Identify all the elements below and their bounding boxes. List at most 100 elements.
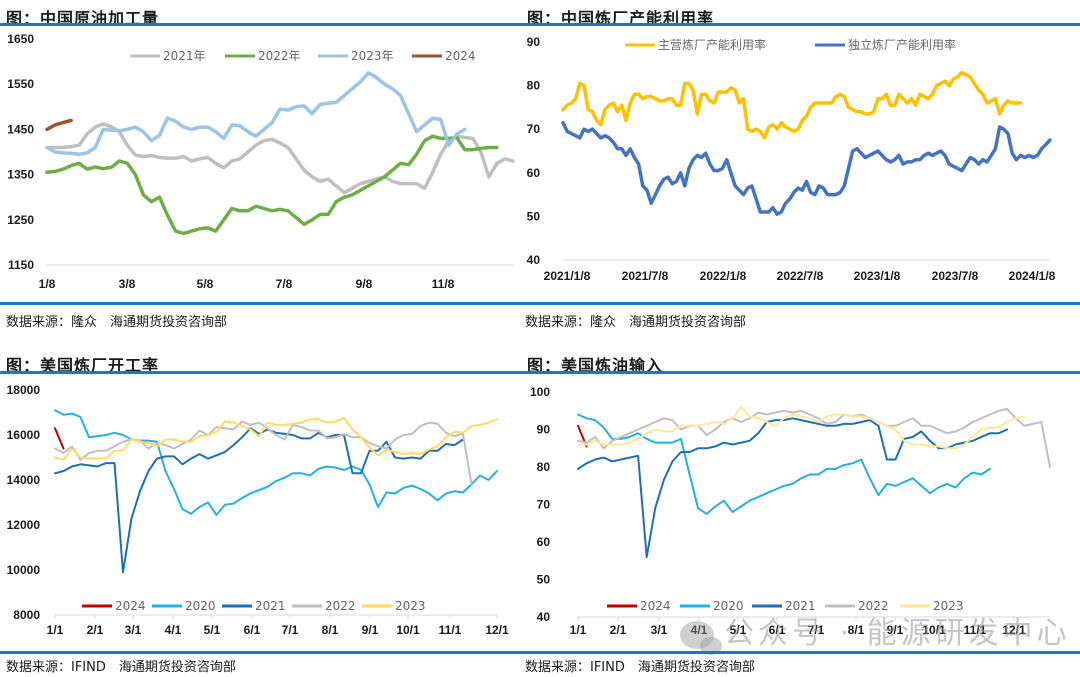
x-tick-label: 6/1 — [244, 623, 261, 637]
y-tick-label: 18000 — [7, 383, 41, 397]
legend-label: 2024 — [640, 599, 671, 613]
x-tick-label: 7/1 — [282, 623, 299, 637]
x-tick-label: 9/1 — [887, 623, 904, 637]
x-tick-label: 3/8 — [119, 277, 136, 291]
chart-china-refinery-utilization: 40 50 60 70 80 90 2021/1/8 2021/7/8 2022/1/8 2022… — [527, 35, 1056, 283]
wechat-icon — [680, 620, 722, 655]
x-tick-label: 2021/7/8 — [622, 269, 669, 283]
y-tick-label: 12000 — [7, 518, 41, 532]
x-tick-label: 2021/1/8 — [544, 269, 591, 283]
legend-label: 2024 — [115, 599, 146, 613]
x-tick-label: 9/1 — [362, 623, 379, 637]
chart-china-crude-runs: 1150 1250 1350 1450 1550 1650 1/8 3/8 5/8 7/8 9/8 1… — [7, 32, 515, 291]
y-tick-label: 1150 — [8, 258, 34, 272]
y-tick-label: 1450 — [7, 122, 34, 136]
x-tick-label: 9/8 — [356, 277, 373, 291]
chart-us-refinery-input: 40 50 60 70 80 90 100 1/1 2/1 3/1 4/1 5/1 6/1 7/1 8/1 9… — [530, 385, 1051, 637]
series-line-2023 — [45, 71, 467, 157]
y-tick-label: 50 — [527, 209, 541, 223]
x-tick-label: 1/8 — [39, 277, 56, 291]
y-tick-label: 40 — [537, 610, 551, 624]
x-tick-label: 10/1 — [396, 623, 420, 637]
source-note-4: 数据来源：IFIND 海通期货投资咨询部 — [525, 660, 755, 675]
series-line-2021 — [45, 122, 515, 195]
x-tick-label: 7/1 — [808, 623, 825, 637]
legend-label: 2023 — [395, 599, 426, 613]
x-tick-label: 10/1 — [922, 623, 946, 637]
y-tick-label: 1250 — [7, 213, 34, 227]
legend-label: 2021 — [785, 599, 816, 613]
y-tick-label: 100 — [530, 385, 550, 399]
x-tick-label: 5/8 — [197, 277, 214, 291]
legend-label: 2022年 — [258, 49, 301, 63]
legend-label: 主营炼厂产能利用率 — [658, 37, 766, 52]
x-tick-label: 8/1 — [848, 623, 865, 637]
x-tick-label: 4/1 — [691, 623, 708, 637]
x-tick-label: 4/1 — [165, 623, 182, 637]
legend-label: 2023 — [933, 599, 964, 613]
legend-label: 2020 — [185, 599, 216, 613]
series-line-2020 — [54, 409, 498, 516]
x-tick-label: 11/1 — [964, 623, 987, 637]
x-tick-label: 2023/1/8 — [854, 269, 901, 283]
x-tick-label: 3/1 — [651, 623, 668, 637]
legend-label: 2021年 — [163, 49, 206, 63]
y-tick-label: 16000 — [7, 428, 41, 442]
series-line-2021 — [54, 427, 464, 574]
series-line-2021 — [577, 417, 1009, 558]
source-note-2: 数据来源：隆众 海通期货投资咨询部 — [525, 315, 747, 330]
y-tick-label: 90 — [527, 35, 541, 49]
x-tick-label: 2022/1/8 — [700, 269, 747, 283]
y-tick-label: 50 — [537, 573, 551, 587]
x-tick-label: 5/1 — [730, 623, 747, 637]
y-tick-label: 80 — [537, 460, 551, 474]
y-tick-label: 70 — [527, 122, 541, 136]
legend-label: 2023年 — [351, 49, 394, 63]
series-line-2022 — [54, 420, 473, 486]
x-tick-label: 8/1 — [322, 623, 339, 637]
series-line- — [561, 70, 1023, 140]
y-tick-label: 14000 — [7, 473, 41, 487]
y-tick-label: 1550 — [7, 77, 34, 91]
y-tick-label: 60 — [537, 535, 551, 549]
x-tick-label: 3/1 — [125, 623, 142, 637]
y-tick-label: 1650 — [7, 32, 34, 46]
source-note-1: 数据来源：隆众 海通期货投资咨询部 — [6, 315, 228, 330]
bottom-divider — [0, 651, 1080, 654]
series-line-2022 — [45, 134, 499, 236]
x-tick-label: 5/1 — [204, 623, 221, 637]
y-tick-label: 80 — [527, 79, 541, 93]
y-tick-label: 60 — [527, 166, 541, 180]
watermark: 公众号 · 能源研发中心 — [680, 608, 1071, 655]
panel-title-us-refinery-runs: 图：美国炼厂开工率 — [6, 356, 160, 375]
legend-label: 独立炼厂产能利用率 — [848, 37, 956, 52]
y-tick-label: 70 — [537, 498, 551, 512]
x-tick-label: 2/1 — [610, 623, 627, 637]
x-tick-label: 1/1 — [570, 623, 587, 637]
y-tick-label: 8000 — [13, 608, 40, 622]
series-line-2023 — [577, 406, 1026, 450]
top-divider — [0, 23, 1080, 26]
x-tick-label: 12/1 — [485, 623, 509, 637]
x-tick-label: 2023/7/8 — [932, 269, 979, 283]
y-tick-label: 90 — [537, 423, 551, 437]
series-line-2024 — [45, 118, 73, 132]
series-line-2020 — [577, 413, 991, 515]
y-tick-label: 40 — [527, 253, 541, 267]
source-note-3: 数据来源：IFIND 海通期货投资咨询部 — [6, 660, 236, 675]
series-line-2023 — [54, 417, 498, 461]
y-tick-label: 10000 — [7, 563, 41, 577]
chart-us-refinery-runs: 8000 10000 12000 14000 16000 18000 1/1 2/1 3/1 4/… — [7, 383, 509, 637]
watermark-text: 公众号 · 能源研发中心 — [724, 616, 1071, 651]
x-tick-label: 7/8 — [276, 277, 293, 291]
x-tick-label: 2022/7/8 — [777, 269, 824, 283]
legend-label: 2024 — [445, 49, 476, 63]
series-line-2024 — [54, 427, 65, 450]
x-tick-label: 11/1 — [439, 623, 462, 637]
mid-divider-2 — [0, 371, 1080, 374]
x-tick-label: 2024/1/8 — [1009, 269, 1056, 283]
x-tick-label: 2/1 — [87, 623, 104, 637]
panel-title-us-refinery-input: 图：美国炼油输入 — [527, 356, 664, 375]
legend-label: 2022 — [325, 599, 356, 613]
mid-divider-1 — [0, 302, 1080, 305]
